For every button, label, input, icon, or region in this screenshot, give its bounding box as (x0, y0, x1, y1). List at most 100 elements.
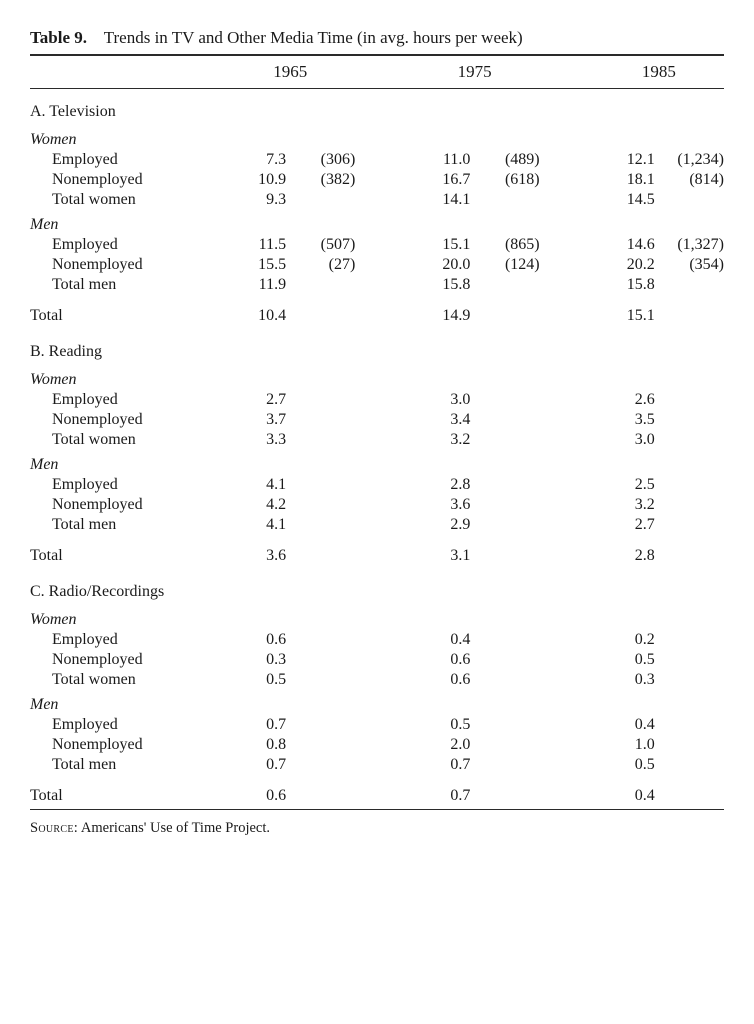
cell-n (657, 410, 724, 430)
section-total-value: 3.6 (225, 535, 288, 569)
section-total-value: 10.4 (225, 295, 288, 329)
cell-value: 7.3 (225, 150, 288, 170)
row-label: Total men (30, 515, 225, 535)
cell-value: 4.1 (225, 475, 288, 495)
cell-n (288, 475, 355, 495)
cell-n (288, 390, 355, 410)
cell-value: 15.1 (410, 235, 473, 255)
source-label: Source: (30, 820, 78, 836)
cell-n (657, 390, 724, 410)
cell-n: (354) (657, 255, 724, 275)
cell-value: 15.5 (225, 255, 288, 275)
cell-value: 0.5 (410, 715, 473, 735)
row-label: Total men (30, 755, 225, 775)
cell-value: 2.7 (594, 515, 657, 535)
cell-value: 18.1 (594, 170, 657, 190)
section-total-label: Total (30, 775, 225, 809)
cell-value: 4.1 (225, 515, 288, 535)
cell-n (288, 755, 355, 775)
cell-value: 0.7 (225, 715, 288, 735)
cell-n (472, 735, 539, 755)
row-label: Nonemployed (30, 255, 225, 275)
cell-n (472, 755, 539, 775)
cell-n (288, 650, 355, 670)
cell-value: 20.0 (410, 255, 473, 275)
table-title: Table 9. Trends in TV and Other Media Ti… (30, 28, 724, 48)
cell-value: 3.7 (225, 410, 288, 430)
cell-n: (1,327) (657, 235, 724, 255)
cell-n: (814) (657, 170, 724, 190)
row-label: Employed (30, 390, 225, 410)
cell-value: 2.6 (594, 390, 657, 410)
cell-value: 2.8 (410, 475, 473, 495)
cell-n (657, 755, 724, 775)
group-heading: Men (30, 210, 724, 235)
row-label: Total women (30, 670, 225, 690)
cell-value: 0.5 (594, 755, 657, 775)
cell-n (472, 475, 539, 495)
cell-n (657, 650, 724, 670)
table-body: A. TelevisionWomenEmployed7.3(306)11.0(4… (30, 89, 724, 809)
section-total-value: 3.1 (410, 535, 473, 569)
cell-n: (865) (472, 235, 539, 255)
source-line: Source: Americans' Use of Time Project. (30, 820, 724, 837)
cell-n (657, 430, 724, 450)
cell-value: 3.5 (594, 410, 657, 430)
col-year-1: 1975 (410, 56, 540, 88)
cell-n (472, 410, 539, 430)
cell-n (288, 275, 355, 295)
cell-value: 12.1 (594, 150, 657, 170)
row-label: Employed (30, 475, 225, 495)
table-number: Table 9. (30, 28, 87, 47)
cell-n (472, 630, 539, 650)
cell-value: 16.7 (410, 170, 473, 190)
section-total-value: 0.6 (225, 775, 288, 809)
cell-value: 15.8 (594, 275, 657, 295)
row-label: Nonemployed (30, 735, 225, 755)
group-heading: Men (30, 690, 724, 715)
cell-n (472, 495, 539, 515)
cell-n: (27) (288, 255, 355, 275)
cell-value: 15.8 (410, 275, 473, 295)
section-total-value: 14.9 (410, 295, 473, 329)
cell-n (288, 410, 355, 430)
cell-value: 2.7 (225, 390, 288, 410)
cell-n (472, 515, 539, 535)
cell-n (288, 430, 355, 450)
cell-value: 2.0 (410, 735, 473, 755)
section-heading: B. Reading (30, 329, 724, 365)
cell-value: 0.2 (594, 630, 657, 650)
cell-n (657, 275, 724, 295)
cell-value: 3.6 (410, 495, 473, 515)
cell-n (288, 495, 355, 515)
row-label: Nonemployed (30, 650, 225, 670)
group-heading: Women (30, 605, 724, 630)
cell-n (288, 630, 355, 650)
row-label: Nonemployed (30, 170, 225, 190)
cell-n (657, 630, 724, 650)
cell-value: 0.4 (410, 630, 473, 650)
source-text: Americans' Use of Time Project. (81, 820, 270, 836)
table-title-text: Trends in TV and Other Media Time (in av… (104, 28, 523, 47)
cell-value: 0.3 (594, 670, 657, 690)
row-label: Nonemployed (30, 495, 225, 515)
cell-n (657, 715, 724, 735)
cell-n (472, 650, 539, 670)
row-label: Employed (30, 630, 225, 650)
cell-n: (382) (288, 170, 355, 190)
section-total-label: Total (30, 535, 225, 569)
section-total-label: Total (30, 295, 225, 329)
cell-value: 20.2 (594, 255, 657, 275)
col-year-0: 1965 (225, 56, 355, 88)
cell-value: 0.5 (225, 670, 288, 690)
cell-n: (489) (472, 150, 539, 170)
row-label: Total women (30, 430, 225, 450)
row-label: Employed (30, 715, 225, 735)
cell-n: (507) (288, 235, 355, 255)
cell-value: 11.5 (225, 235, 288, 255)
cell-n (472, 430, 539, 450)
table-head: 1965 1975 1985 (30, 56, 724, 88)
cell-value: 9.3 (225, 190, 288, 210)
cell-n (472, 715, 539, 735)
row-label: Nonemployed (30, 410, 225, 430)
